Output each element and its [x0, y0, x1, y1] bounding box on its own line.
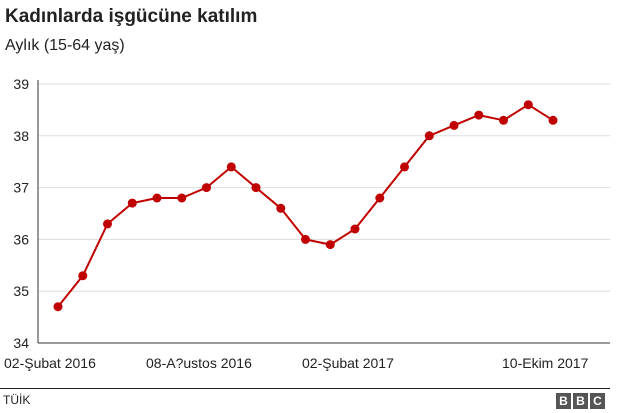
bbc-logo-letter: C [590, 393, 605, 409]
data-point [78, 271, 88, 281]
chart-title: Kadınlarda işgücüne katılım [5, 6, 258, 27]
data-point [251, 183, 261, 193]
data-point [474, 110, 484, 120]
data-point [350, 224, 360, 234]
axis-layer: 34 35 36 37 38 39 02-Şubat 2016 08-A?ustos 2016… [4, 76, 589, 371]
data-point [301, 234, 310, 244]
data-point [202, 183, 211, 193]
x-tick-label: 08-A?ustos 2016 [146, 355, 252, 371]
bbc-logo: B B C [556, 393, 605, 409]
data-point [103, 219, 112, 229]
grid-layer [38, 83, 610, 344]
x-tick-label: 02-Şubat 2017 [302, 355, 394, 371]
x-tick-label: 10-Ekim 2017 [502, 355, 589, 371]
data-point [177, 193, 187, 203]
data-point [548, 115, 558, 125]
bbc-logo-letter: B [556, 393, 571, 409]
y-tick-label: 37 [13, 180, 29, 196]
data-point [53, 302, 63, 312]
y-tick-label: 39 [13, 76, 29, 92]
chart-subtitle: Aylık (15-64 yaş) [5, 37, 125, 54]
data-point [424, 131, 434, 141]
y-tick-label: 38 [13, 128, 29, 144]
data-point [226, 162, 236, 172]
data-point [523, 100, 533, 110]
data-point [152, 193, 162, 203]
data-point [499, 115, 508, 125]
data-point [449, 120, 459, 130]
data-point [400, 162, 409, 172]
y-tick-label: 34 [13, 335, 29, 351]
data-point [276, 203, 286, 213]
bbc-logo-letter: B [573, 393, 588, 409]
x-tick-label: 02-Şubat 2016 [4, 355, 96, 371]
series-layer [53, 100, 558, 312]
footer-divider [0, 388, 610, 389]
source-label: TÜİK [3, 393, 31, 407]
line-chart: 34 35 36 37 38 39 02-Şubat 2016 08-A?ustos 2016… [4, 76, 610, 371]
data-point [375, 193, 385, 203]
data-point [127, 198, 137, 208]
y-tick-label: 36 [13, 231, 29, 247]
y-tick-label: 35 [13, 283, 29, 299]
data-point [325, 240, 335, 250]
